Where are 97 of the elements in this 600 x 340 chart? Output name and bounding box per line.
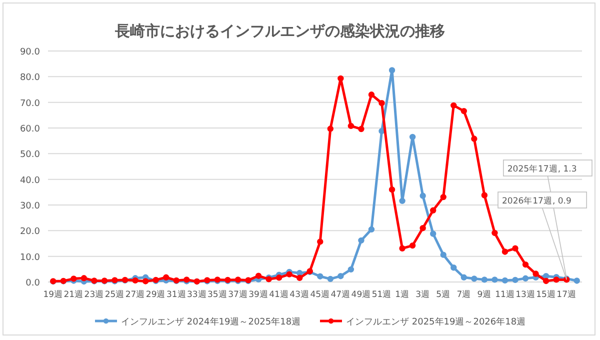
y-tick-label: 30.0 [20,202,40,212]
point [532,270,539,277]
point [440,194,446,200]
point [338,272,344,280]
x-tick-label: 27週 [125,289,146,300]
annotation: 2026年17週, 0.9 [502,196,572,206]
point [348,122,354,130]
y-tick-label: 70.0 [20,98,40,109]
x-tick-label: 9週 [477,289,492,300]
x-tick-label: 11週 [495,289,515,300]
x-tick-label: 51週 [372,289,392,300]
x-tick-label: 1週 [395,289,410,300]
x-tick-label: 37週 [228,289,248,300]
x-tick-label: 25週 [104,289,125,300]
point [522,261,529,268]
x-tick-label: 29週 [146,289,166,300]
point [430,207,436,214]
point [327,276,334,282]
point [450,264,457,271]
x-tick-label: 33週 [186,289,207,300]
x-tick-label: 49週 [351,289,372,300]
point [481,276,488,283]
point [388,186,396,193]
y-tick-label: 40.0 [20,176,40,186]
point [399,198,406,204]
legend-label: インフルエンザ 2024年19週～2025年18週 [121,316,301,328]
point [542,272,550,280]
y-tick-label: 20.0 [20,227,40,238]
point [492,230,498,236]
point [162,274,170,280]
point [512,245,518,252]
x-tick-label: 3週 [416,289,430,300]
point [368,92,375,98]
x-tick-label: 19週 [43,289,64,300]
point [471,276,478,282]
y-tick-label: 80.0 [20,73,40,84]
point [358,237,364,244]
x-tick-label: 47週 [330,289,351,300]
point [276,274,282,281]
point [502,277,508,284]
point [368,226,375,232]
point [492,276,498,283]
point [296,274,303,281]
x-tick-label: 21週 [64,289,84,300]
y-tick-label: 50.0 [20,150,40,160]
x-tick-label: 31週 [166,289,186,300]
point [512,276,518,284]
point [440,252,446,258]
x-tick-label: 43週 [290,289,310,300]
point [430,230,436,237]
point [317,238,324,245]
point [574,278,580,284]
point [142,278,149,284]
point [471,136,478,142]
x-tick-label: 7週 [456,289,472,300]
point [132,277,138,284]
x-tick-label: 17週 [556,289,577,300]
x-tick-label: 15週 [536,289,556,300]
y-tick-label: 90.0 [20,48,40,58]
point [327,126,334,132]
point [450,102,457,109]
point [378,128,385,134]
point [553,276,560,283]
point [296,270,303,276]
x-tick-label: 5週 [436,289,451,300]
point [348,266,354,273]
point [317,273,324,280]
point [522,275,529,282]
point [358,126,364,132]
x-tick-label: 39週 [248,289,268,300]
legend-label: インフルエンザ 2025年19週～2026年18週 [346,316,526,328]
point [378,100,385,106]
point [388,67,396,74]
point [420,225,426,232]
point [409,134,416,140]
point [399,245,406,252]
x-tick-label: 13週 [516,289,536,300]
x-tick-label: 35週 [208,289,228,300]
point [481,192,488,198]
y-tick-label: 0.0 [26,278,40,288]
x-tick-label: 23週 [84,289,104,300]
point [338,75,344,82]
y-tick-label: 60.0 [20,124,40,134]
chart-title: 長崎市におけるインフルエンザの感染状況の推移 [114,22,445,40]
point [80,275,88,282]
point [460,108,468,114]
point [542,278,550,284]
point [460,274,468,280]
x-tick-label: 45週 [310,289,330,300]
point [255,272,262,279]
point [409,242,416,249]
point [502,248,508,255]
x-tick-label: 41週 [269,289,289,300]
point [286,271,292,278]
annotation: 2025年17週, 1.3 [507,164,577,174]
point [420,192,426,199]
y-tick-label: 10.0 [20,252,40,263]
